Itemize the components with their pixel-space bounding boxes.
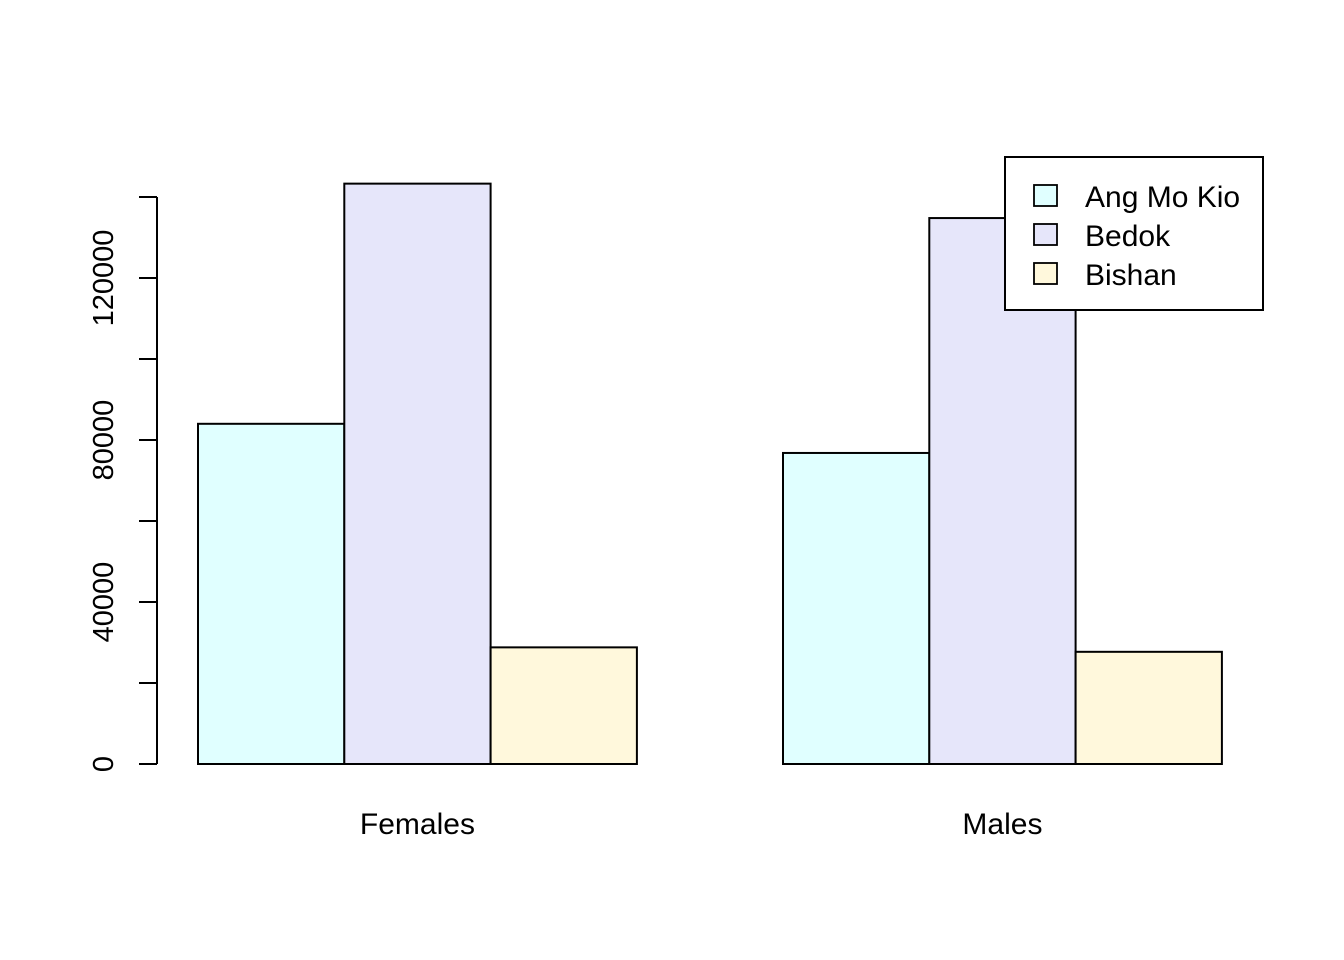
bar-males-ang-mo-kio [782, 451, 931, 765]
legend-label: Bedok [1085, 220, 1171, 253]
category-label: Males [962, 808, 1042, 841]
category-label: Females [360, 808, 475, 841]
legend: Ang Mo Kio Bedok Bishan [1004, 156, 1264, 311]
legend-label: Ang Mo Kio [1085, 181, 1240, 214]
bars [197, 182, 1223, 765]
y-axis: 0 40000 80000 120000 [88, 196, 158, 772]
legend-label: Bishan [1085, 259, 1177, 292]
bar-females-ang-mo-kio [197, 422, 346, 765]
y-tick-label: 0 [88, 756, 120, 772]
legend-swatch [1033, 262, 1058, 285]
y-tick-label: 40000 [88, 562, 120, 643]
category-labels: Females Males [360, 808, 1043, 841]
bar-females-bedok [343, 182, 492, 765]
legend-swatch [1033, 223, 1058, 246]
bar-females-bishan [489, 646, 638, 765]
y-tick-label: 80000 [88, 400, 120, 481]
bar-males-bishan [1074, 650, 1223, 765]
y-tick-label: 120000 [88, 230, 120, 327]
legend-swatch [1033, 184, 1058, 207]
